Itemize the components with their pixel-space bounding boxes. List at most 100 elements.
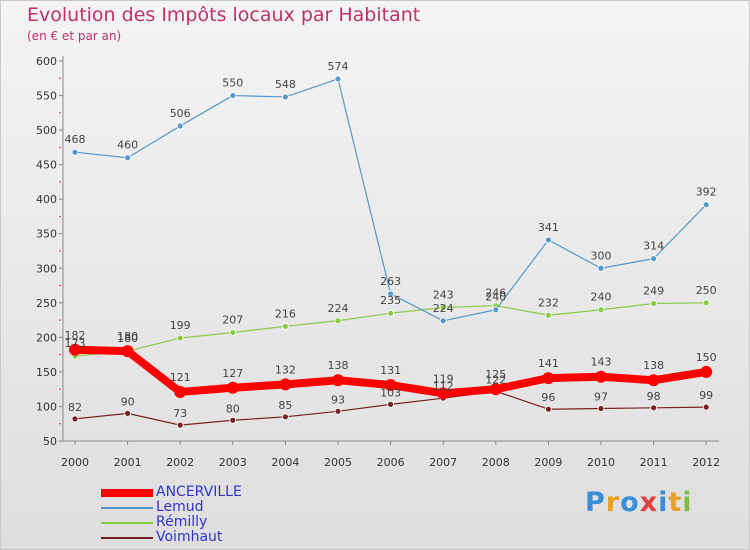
data-point — [176, 334, 184, 342]
x-tick-label: 2006 — [377, 456, 405, 469]
legend-label: Rémilly — [156, 514, 208, 530]
data-label: 199 — [170, 319, 191, 332]
data-label: 250 — [696, 284, 717, 297]
data-label: 98 — [647, 390, 661, 403]
data-point — [226, 381, 239, 394]
data-label: 300 — [591, 249, 612, 262]
data-point — [334, 75, 342, 83]
x-tick-label: 2010 — [587, 456, 615, 469]
data-point — [281, 93, 289, 101]
data-label: 150 — [696, 351, 717, 364]
data-label: 207 — [222, 314, 243, 327]
data-point — [647, 374, 660, 387]
x-tick-label: 2002 — [166, 456, 194, 469]
data-label: 460 — [117, 139, 138, 152]
y-tick-label: 300 — [36, 262, 57, 275]
data-point — [542, 372, 555, 385]
data-label: 182 — [65, 329, 86, 342]
data-point — [176, 421, 184, 429]
data-label: 180 — [117, 332, 138, 345]
data-point — [332, 374, 344, 387]
data-point — [650, 404, 657, 412]
data-point — [597, 264, 605, 272]
data-label: 80 — [226, 402, 240, 415]
data-label: 127 — [222, 367, 243, 380]
legend-label: Voimhaut — [156, 529, 223, 545]
x-tick-label: 2008 — [482, 456, 510, 469]
data-label: 112 — [433, 380, 454, 393]
data-label: 216 — [275, 307, 296, 320]
data-point — [384, 379, 397, 392]
data-point — [545, 236, 552, 244]
data-point — [700, 365, 713, 378]
data-point — [439, 317, 447, 325]
data-label: 97 — [594, 391, 608, 404]
data-label: 90 — [121, 395, 135, 408]
data-point — [545, 311, 552, 319]
legend-label: Lemud — [156, 499, 204, 515]
data-label: 243 — [433, 289, 454, 302]
x-tick-label: 2003 — [219, 456, 247, 469]
legend-label: ANCERVILLE — [156, 484, 242, 500]
data-point — [71, 148, 79, 156]
data-label: 240 — [485, 291, 506, 304]
data-point — [229, 416, 237, 424]
data-label: 138 — [643, 359, 664, 372]
data-point — [229, 329, 237, 336]
data-point — [281, 413, 289, 421]
y-tick-label: 400 — [36, 193, 57, 206]
legend-swatch — [101, 507, 153, 509]
data-point — [71, 415, 79, 423]
data-label: 224 — [328, 302, 349, 315]
data-label: 138 — [328, 359, 349, 372]
data-label: 574 — [328, 60, 349, 73]
data-label: 103 — [380, 386, 401, 399]
x-tick-label: 2004 — [271, 456, 299, 469]
data-label: 240 — [591, 291, 612, 304]
data-point — [492, 306, 500, 314]
data-point — [597, 405, 605, 412]
y-tick-label: 50 — [43, 435, 57, 448]
proxiti-logo: Proxiti — [585, 487, 693, 518]
legend-swatch — [101, 489, 153, 497]
data-point — [387, 400, 395, 408]
data-label: 341 — [538, 221, 559, 234]
data-label: 180 — [117, 330, 138, 343]
y-tick-label: 250 — [36, 297, 57, 310]
y-tick-label: 200 — [36, 331, 57, 344]
data-point — [176, 122, 184, 130]
data-point — [334, 407, 342, 415]
data-label: 392 — [696, 186, 717, 199]
data-point — [387, 290, 395, 298]
data-label: 263 — [380, 275, 401, 288]
data-point — [229, 92, 237, 99]
x-tick-label: 2012 — [692, 456, 720, 469]
x-tick-label: 2009 — [534, 456, 562, 469]
data-label: 132 — [275, 363, 296, 376]
data-label: 125 — [485, 368, 506, 381]
data-point — [174, 385, 187, 398]
data-point — [124, 154, 131, 162]
chart-subtitle: (en € et par an) — [27, 29, 122, 43]
data-label: 468 — [65, 133, 86, 146]
legend-swatch — [101, 522, 153, 524]
data-label: 249 — [643, 285, 664, 298]
data-label: 121 — [170, 371, 191, 384]
y-tick-label: 600 — [36, 55, 57, 68]
data-label: 246 — [485, 287, 506, 300]
y-tick-label: 100 — [36, 400, 57, 413]
data-point — [702, 299, 710, 307]
data-point — [595, 370, 607, 383]
data-label: 122 — [485, 373, 506, 386]
y-tick-label: 450 — [36, 159, 57, 172]
data-label: 550 — [222, 77, 243, 90]
data-point — [650, 255, 657, 263]
data-label: 232 — [538, 296, 559, 309]
x-tick-label: 2011 — [640, 456, 668, 469]
y-tick-label: 550 — [36, 90, 57, 103]
data-label: 506 — [170, 107, 191, 120]
data-label: 314 — [643, 240, 664, 253]
y-tick-label: 500 — [36, 124, 57, 137]
data-label: 82 — [68, 401, 82, 414]
